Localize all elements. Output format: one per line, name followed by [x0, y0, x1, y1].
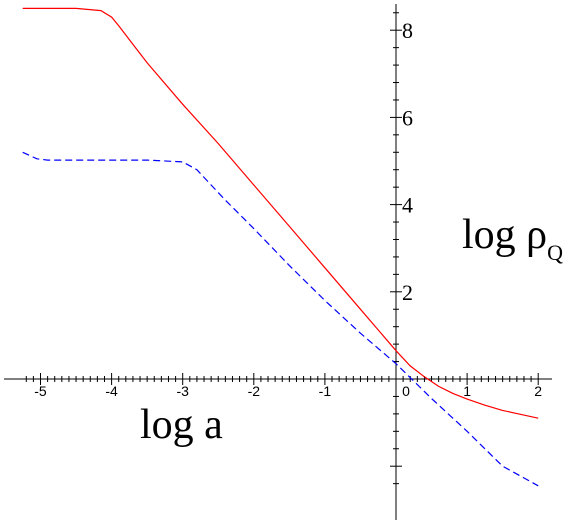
series-line-2: [22, 151, 539, 487]
y-tick-label: 8: [402, 18, 413, 43]
y-tick-label: 4: [402, 193, 413, 218]
x-axis-title: log a: [140, 402, 223, 448]
y-axis-title: log ρQ: [462, 212, 563, 265]
y-tick-label: 6: [402, 105, 413, 130]
x-tick-label: -2: [248, 383, 261, 399]
x-tick-label: -5: [34, 383, 47, 399]
series-layer: [22, 7, 539, 487]
axes: [4, 4, 552, 520]
x-tick-label: -4: [105, 383, 118, 399]
x-tick-label: 1: [463, 383, 471, 399]
y-axis-title-main: log ρ: [462, 212, 547, 258]
x-tick-label: -3: [176, 383, 189, 399]
y-tick-label: 2: [402, 280, 413, 305]
series-line-1: [22, 7, 539, 419]
y-axis-title-subscript: Q: [547, 240, 563, 265]
y-ticks: 2 4 6 8: [390, 12, 413, 485]
x-tick-label: 2: [534, 383, 542, 399]
x-ticks: -5 -4 -3 -2 -1 0 1 2: [25, 373, 542, 399]
x-tick-label: -1: [319, 383, 332, 399]
x-tick-label: 0: [402, 383, 410, 399]
